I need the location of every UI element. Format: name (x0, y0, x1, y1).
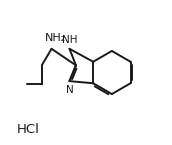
Text: NH₂: NH₂ (45, 33, 66, 43)
Text: N: N (66, 85, 74, 95)
Text: NH: NH (62, 35, 78, 45)
Text: HCl: HCl (17, 123, 40, 136)
